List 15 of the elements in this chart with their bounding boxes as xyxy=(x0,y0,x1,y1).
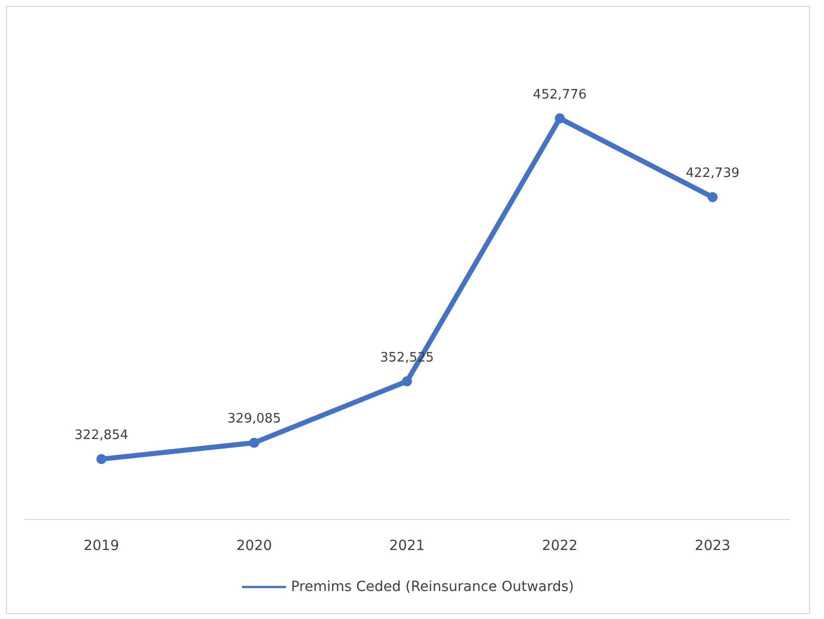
x-tick-label: 2019 xyxy=(84,538,120,554)
data-label: 452,776 xyxy=(532,87,587,102)
data-label: 329,085 xyxy=(227,412,282,427)
point xyxy=(554,113,565,124)
point xyxy=(96,454,106,464)
x-tick-label: 2022 xyxy=(542,538,578,554)
data-label: 422,739 xyxy=(686,166,740,182)
point xyxy=(249,438,260,448)
data-label: 322,854 xyxy=(74,428,128,444)
legend-label: Premims Ceded (Reinsurance Outwards) xyxy=(290,579,574,595)
x-tick-label: 2023 xyxy=(694,538,730,554)
point xyxy=(708,192,718,202)
x-tick-label: 2021 xyxy=(389,538,425,554)
x-tick-label: 2020 xyxy=(236,538,272,554)
point xyxy=(402,376,412,386)
